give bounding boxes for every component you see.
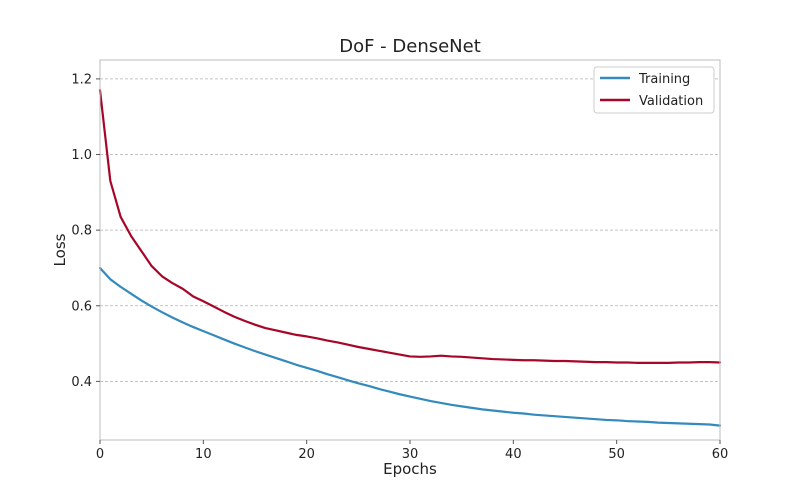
legend-label-validation: Validation (639, 94, 703, 109)
y-tick-label: 0.8 (71, 224, 92, 239)
y-tick-label: 1.2 (71, 72, 92, 87)
x-tick-label: 50 (608, 447, 625, 462)
x-axis-label: Epochs (383, 460, 437, 478)
x-tick-label: 20 (298, 447, 315, 462)
y-tick-label: 0.4 (71, 375, 92, 390)
x-tick-label: 60 (712, 447, 729, 462)
y-tick-label: 0.6 (71, 299, 92, 314)
legend: Training Validation (593, 66, 715, 114)
x-tick-label: 0 (96, 447, 104, 462)
y-axis-label: Loss (51, 233, 69, 266)
series-line-training (98, 266, 722, 427)
legend-label-training: Training (638, 72, 690, 87)
chart-title: DoF - DenseNet (339, 36, 481, 57)
series-lines (98, 89, 722, 427)
plot-area-background (100, 60, 720, 440)
series-line-validation (98, 89, 722, 364)
y-tick-label: 1.0 (71, 148, 92, 163)
axis-ticks: 0.4 0.6 0.8 1.0 1.2 0 10 20 30 40 50 60 (71, 72, 728, 462)
x-tick-label: 40 (505, 447, 522, 462)
x-tick-label: 10 (195, 447, 212, 462)
x-tick-label: 30 (402, 447, 419, 462)
